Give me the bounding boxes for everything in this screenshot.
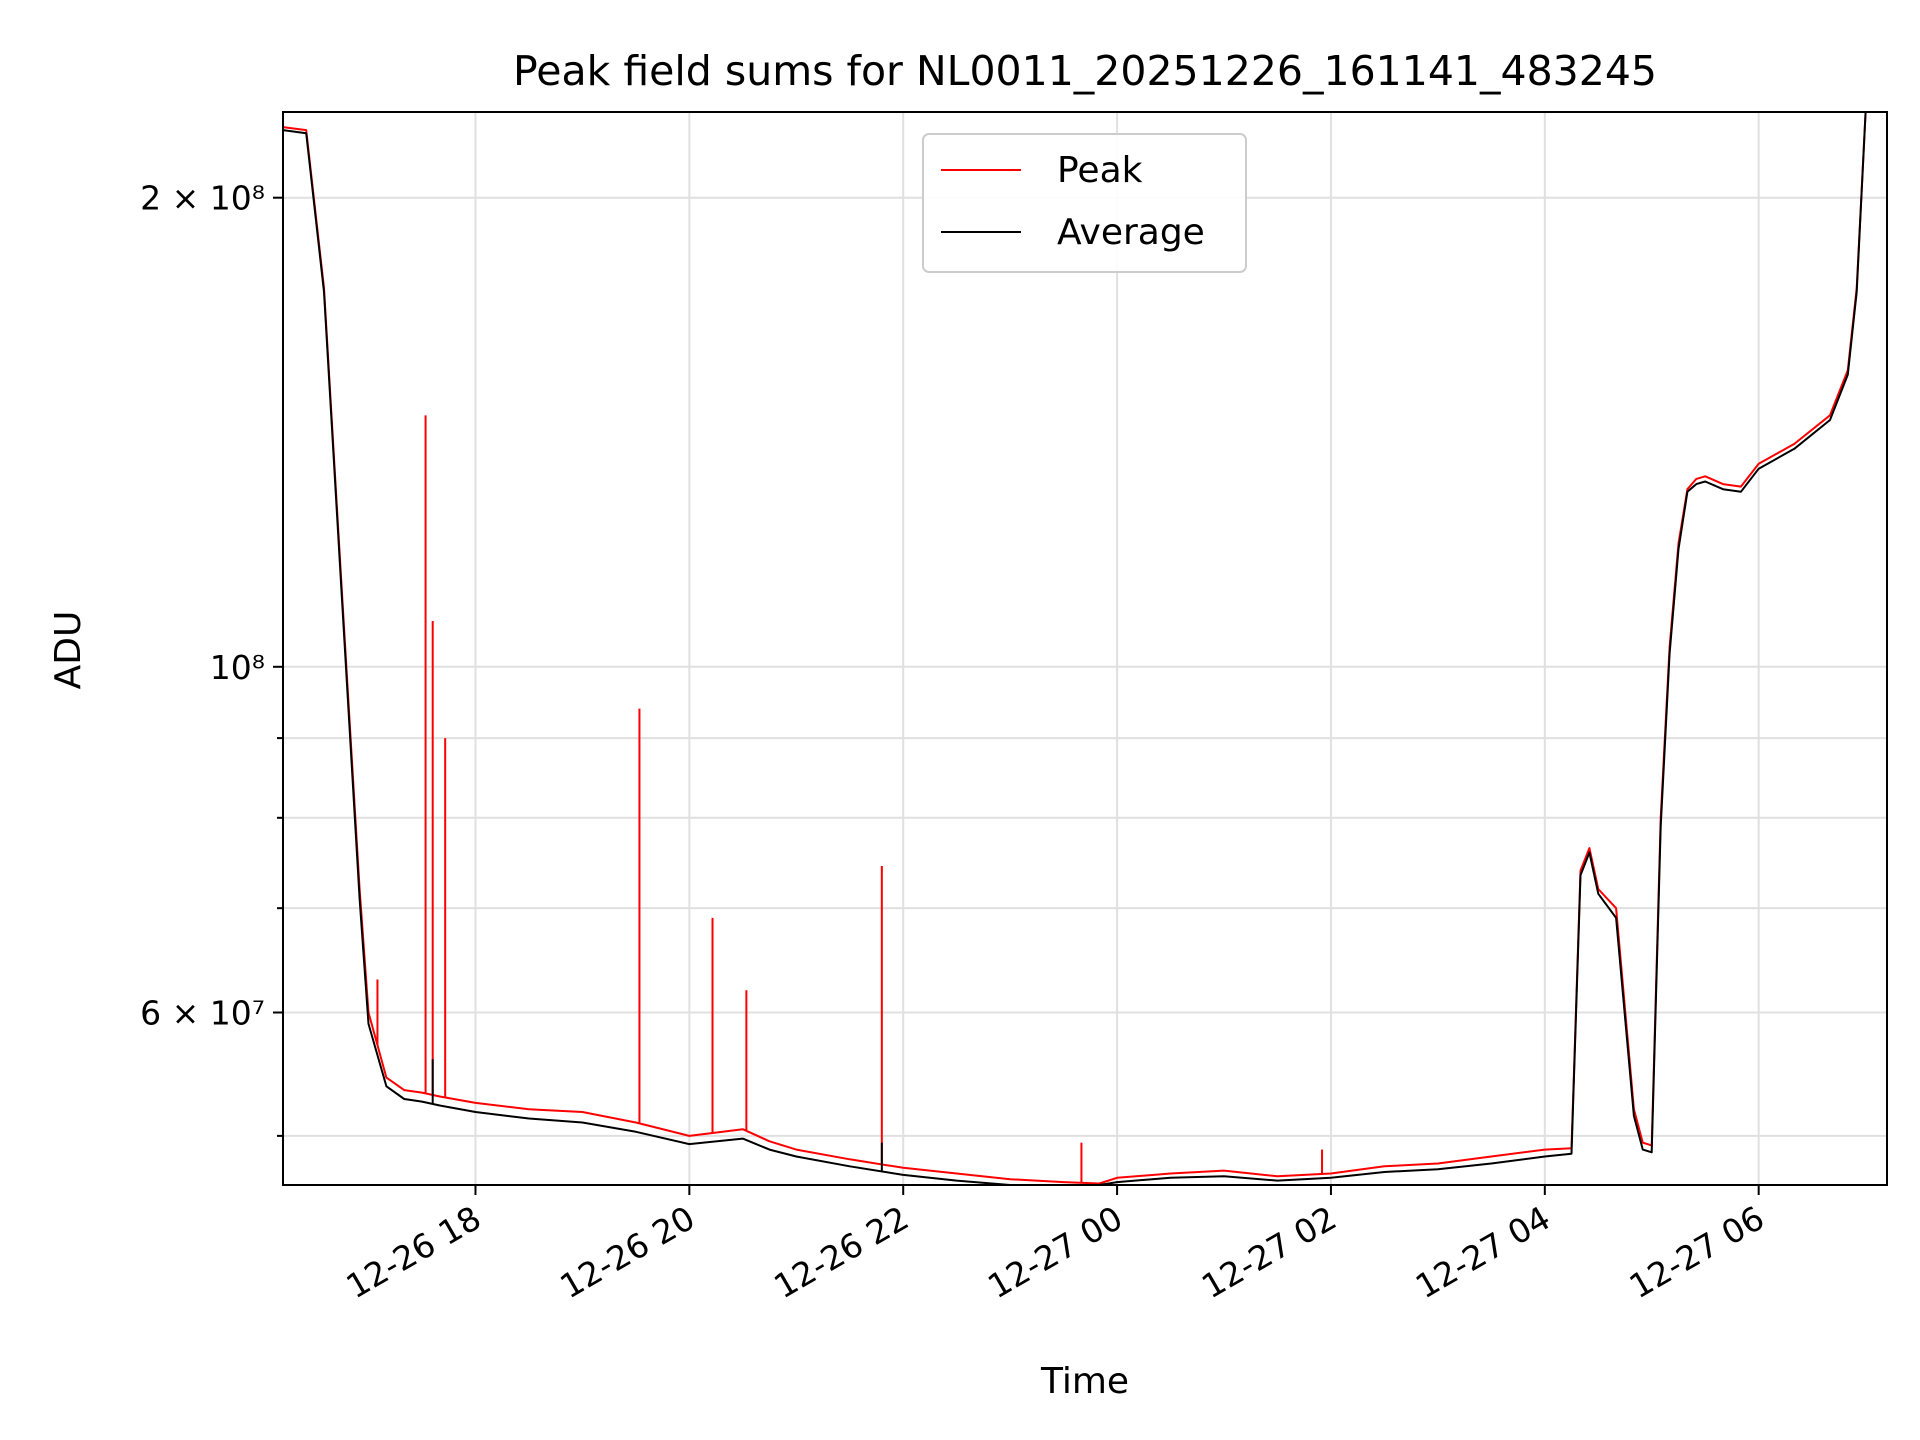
- legend-average-label: Average: [1057, 212, 1205, 253]
- legend-peak-label: Peak: [1057, 150, 1143, 191]
- series-line-average: [282, 111, 1867, 1186]
- legend: Peak Average: [922, 133, 1247, 273]
- y-tick-label: 2 × 10⁸: [140, 179, 265, 218]
- grid: [283, 112, 1887, 1185]
- x-axis-label: Time: [1040, 1361, 1129, 1402]
- plot-frame: [282, 111, 1888, 1186]
- series-line-peak: [282, 111, 1867, 1185]
- y-tick-label: 6 × 10⁷: [140, 993, 265, 1032]
- legend-box: [922, 133, 1247, 273]
- y-axis-label: ADU: [48, 611, 89, 690]
- chart-title: Peak field sums for NL0011_20251226_1611…: [513, 47, 1657, 95]
- series-layer: [282, 111, 1867, 1186]
- y-tick-label: 10⁸: [210, 648, 265, 687]
